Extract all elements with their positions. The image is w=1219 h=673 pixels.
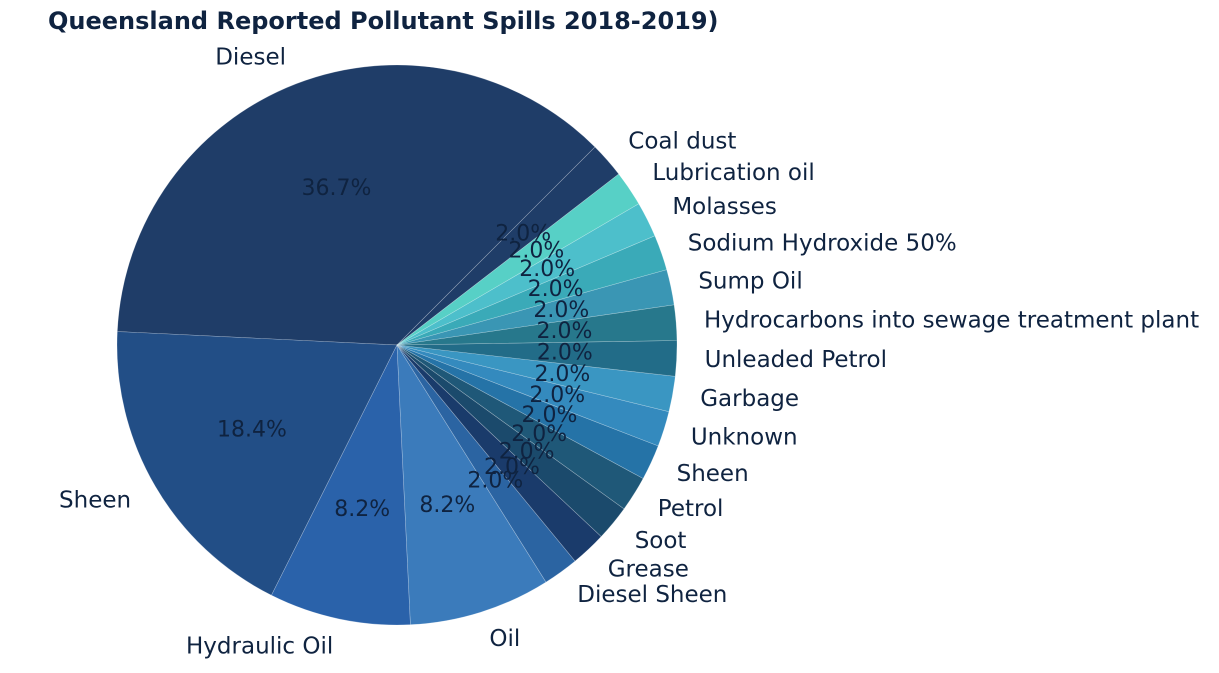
slice-label-hydraulic-oil-2: Hydraulic Oil (186, 633, 333, 659)
slice-label-oil-3: Oil (489, 626, 520, 652)
pie-slice-sump-oil-13 (396, 269, 675, 346)
pie-slice-molasses-15 (396, 203, 656, 346)
pie-slice-diesel-0 (117, 64, 596, 346)
slice-label-sump-oil-13: Sump Oil (698, 268, 802, 294)
chart-title: Queensland Reported Pollutant Spills 201… (48, 7, 719, 35)
percent-label-sheen-8: 2.0% (522, 403, 578, 428)
pie-slices (116, 64, 678, 626)
slice-label-coal-dust-17: Coal dust (628, 129, 736, 155)
pie-slice-diesel-sheen-4 (396, 344, 576, 583)
percent-label-oil-3: 8.2% (419, 493, 475, 518)
pie-slice-sodium-hydroxide-50-14 (396, 235, 668, 346)
slice-label-sodium-hydroxide-50-14: Sodium Hydroxide 50% (688, 230, 957, 256)
percent-label-diesel-sheen-4: 2.0% (467, 469, 523, 494)
percent-labels: 36.7%18.4%8.2% 8.2%2.0%2.0%2.0%2.0%2.0%2.… (217, 176, 593, 522)
slice-label-petrol-7: Petrol (658, 496, 724, 522)
pie-slice-sheen-8 (396, 344, 659, 479)
slice-label-soot-6: Soot (635, 528, 687, 554)
pie-slice-lubrication-oil-16 (396, 173, 640, 346)
pie-slice-soot-6 (396, 344, 625, 537)
pie-slice-garbage-10 (396, 344, 676, 413)
slice-label-unleaded-petrol-11: Unleaded Petrol (705, 347, 887, 373)
slice-label-unknown-9: Unknown (691, 424, 798, 450)
slice-label-garbage-10: Garbage (700, 386, 799, 412)
percent-label-unknown-9: 2.0% (529, 383, 585, 408)
percent-label-diesel-0: 36.7% (302, 176, 372, 201)
slice-label-sheen-8: Sheen (677, 461, 749, 487)
percent-label-soot-6: 2.0% (499, 439, 555, 464)
percent-label-hydraulic-oil-2: 8.2% (334, 497, 390, 522)
percent-label-garbage-10: 2.0% (534, 362, 590, 387)
slice-label-molasses-15: Molasses (672, 194, 777, 220)
percent-label-lubrication-oil-16: 2.0% (508, 239, 564, 264)
slice-label-sheen-1: Sheen (59, 487, 131, 513)
slice-label-diesel-sheen-4: Diesel Sheen (577, 582, 727, 608)
percent-label-hydrocarbons-into-sewage-treatment-plant-12: 2.0% (537, 319, 593, 344)
percent-label-sodium-hydroxide-50-14: 2.0% (528, 277, 584, 302)
percent-label-petrol-7: 2.0% (511, 422, 567, 447)
pie-slice-petrol-7 (396, 344, 644, 510)
pie-slice-grease-5 (396, 344, 602, 562)
percent-label-sump-oil-13: 2.0% (533, 298, 589, 323)
percent-label-grease-5: 2.0% (484, 455, 540, 480)
percent-label-coal-dust-17: 2.0% (495, 222, 551, 247)
slice-label-grease-5: Grease (608, 557, 689, 583)
pie-slice-unleaded-petrol-11 (396, 340, 678, 377)
pie-slice-oil-3 (396, 343, 547, 625)
percent-label-unleaded-petrol-11: 2.0% (537, 341, 593, 366)
pie-slice-hydrocarbons-into-sewage-treatment-plant-12 (396, 304, 678, 346)
pie-slice-hydraulic-oil-2 (271, 343, 411, 626)
pie-slice-coal-dust-17 (396, 146, 620, 346)
slice-label-diesel-0: Diesel (215, 45, 286, 71)
slice-label-lubrication-oil-16: Lubrication oil (652, 160, 814, 186)
percent-label-sheen-1: 18.4% (217, 417, 287, 442)
pie-slice-unknown-9 (396, 344, 670, 447)
slice-label-hydrocarbons-into-sewage-treatment-plant-12: Hydrocarbons into sewage treatment plant (704, 307, 1199, 333)
percent-label-molasses-15: 2.0% (519, 257, 575, 282)
pie-slice-sheen-1 (116, 331, 398, 596)
